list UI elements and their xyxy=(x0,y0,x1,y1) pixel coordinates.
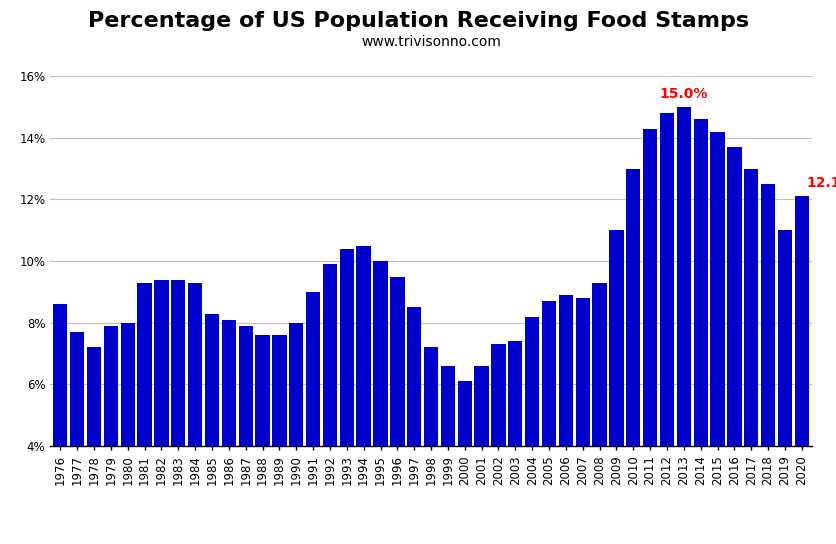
Bar xyxy=(625,169,640,544)
Bar xyxy=(642,128,656,544)
Bar xyxy=(693,119,707,544)
Bar xyxy=(491,344,505,544)
Bar xyxy=(356,246,370,544)
Bar xyxy=(222,320,236,544)
Bar xyxy=(323,264,337,544)
Bar xyxy=(592,283,606,544)
Bar xyxy=(760,184,774,544)
Bar xyxy=(306,292,320,544)
Bar xyxy=(171,280,186,544)
Bar xyxy=(104,326,118,544)
Bar xyxy=(188,283,202,544)
Bar xyxy=(373,261,387,544)
Bar xyxy=(390,276,404,544)
Text: 15.0%: 15.0% xyxy=(659,87,707,101)
Bar xyxy=(524,317,538,544)
Text: Percentage of US Population Receiving Food Stamps: Percentage of US Population Receiving Fo… xyxy=(88,11,748,31)
Bar xyxy=(238,326,252,544)
Bar xyxy=(441,366,455,544)
Bar xyxy=(54,304,68,544)
Bar xyxy=(793,196,808,544)
Bar xyxy=(507,341,522,544)
Bar xyxy=(255,335,269,544)
Bar xyxy=(474,366,488,544)
Bar xyxy=(272,335,286,544)
Bar xyxy=(137,283,151,544)
Bar xyxy=(339,249,354,544)
Bar xyxy=(154,280,168,544)
Bar xyxy=(609,230,623,544)
Bar xyxy=(675,107,691,544)
Bar xyxy=(541,301,555,544)
Bar xyxy=(288,323,303,544)
Bar xyxy=(205,313,219,544)
Bar xyxy=(710,132,724,544)
Bar xyxy=(406,307,421,544)
Bar xyxy=(423,348,438,544)
Bar xyxy=(575,298,589,544)
Bar xyxy=(87,348,101,544)
Bar xyxy=(743,169,757,544)
Bar xyxy=(558,295,573,544)
Bar xyxy=(726,147,741,544)
Title: www.trivisonno.com: www.trivisonno.com xyxy=(360,35,501,48)
Bar xyxy=(457,381,472,544)
Bar xyxy=(659,113,673,544)
Bar xyxy=(120,323,135,544)
Bar xyxy=(777,230,791,544)
Bar xyxy=(70,332,84,544)
Text: 12.1%: 12.1% xyxy=(806,176,836,190)
